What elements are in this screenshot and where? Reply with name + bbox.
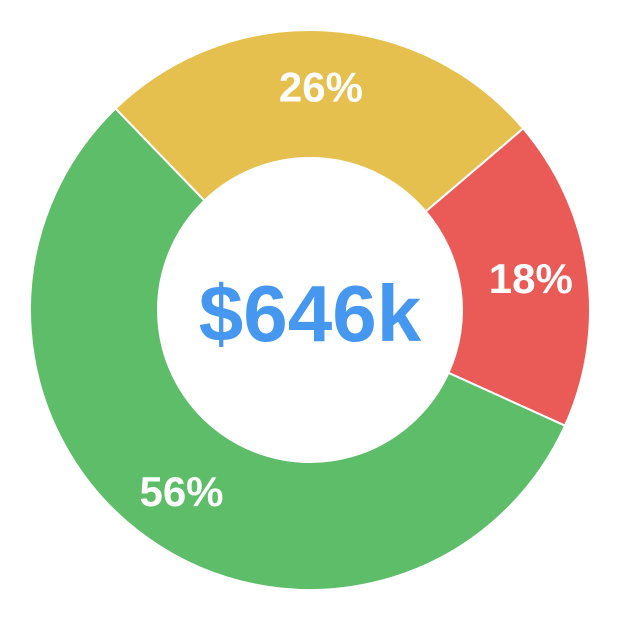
slice-label-1: 26% xyxy=(279,63,363,110)
donut-slice-3 xyxy=(29,107,567,591)
center-total-label: $646k xyxy=(199,269,422,358)
slice-labels-layer: 26% 18% 56% xyxy=(139,63,572,515)
slices-layer xyxy=(29,29,591,591)
donut-slice-1 xyxy=(114,29,525,213)
slice-label-2: 18% xyxy=(489,255,573,302)
slice-label-3: 56% xyxy=(139,468,223,515)
donut-slice-2 xyxy=(424,127,591,427)
